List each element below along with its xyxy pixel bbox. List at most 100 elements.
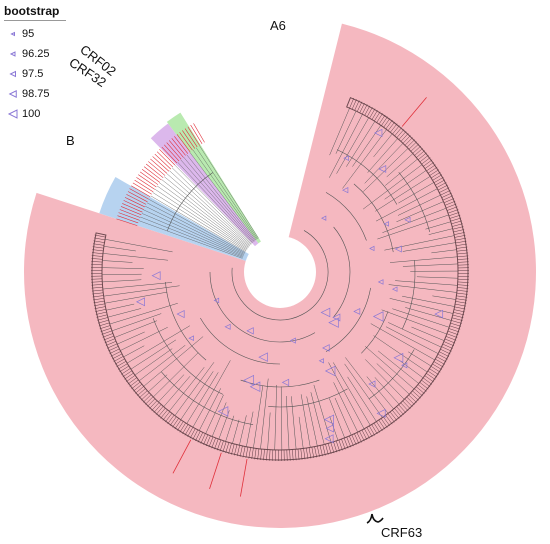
tip-label [142, 394, 152, 403]
tip-label [387, 121, 395, 131]
tip-label [457, 261, 469, 263]
bootstrap-marker [404, 216, 411, 223]
tip-label [106, 343, 118, 349]
branch [148, 199, 246, 253]
branch [239, 415, 247, 446]
bootstrap-marker [372, 311, 384, 322]
tip-label [392, 409, 400, 419]
branch [398, 182, 434, 204]
tip-label [251, 447, 254, 459]
branch [333, 226, 351, 318]
branch [141, 213, 244, 257]
tip-label-highlight [166, 142, 182, 160]
tip-label-highlight [176, 134, 191, 153]
tip-label [417, 152, 427, 160]
tip-label [341, 438, 346, 450]
branch [180, 371, 214, 420]
branch [225, 415, 235, 442]
bootstrap-marker [258, 352, 268, 362]
tip-label [165, 413, 173, 423]
tip-label [135, 386, 144, 394]
branch [385, 158, 418, 186]
tip-label [453, 312, 465, 316]
bootstrap-marker [393, 352, 404, 363]
tip-label [92, 246, 104, 249]
tip-label [455, 298, 467, 301]
tip-label [398, 404, 407, 414]
branch [171, 167, 252, 245]
legend-item: 96.25 [4, 44, 66, 64]
tip-label-highlight [127, 191, 148, 203]
tip-label [369, 425, 376, 436]
branch [291, 396, 297, 450]
tip-label-highlight [401, 97, 427, 127]
tip-label [113, 356, 124, 362]
tip-label [91, 289, 103, 292]
tip-label [145, 396, 154, 405]
branch [189, 152, 257, 241]
tip-label [404, 398, 413, 407]
tip-label [453, 229, 465, 233]
tip-label [446, 206, 458, 211]
tip-label [404, 137, 413, 146]
tip-label-highlight [150, 158, 168, 174]
branch [199, 145, 259, 239]
tip-label [444, 338, 456, 344]
tip-label [338, 439, 343, 451]
tip-label [231, 443, 235, 455]
tip-label [419, 382, 429, 390]
branch [192, 360, 231, 428]
tip-label [392, 125, 400, 135]
tip-label [432, 174, 443, 181]
tip-label-highlight [174, 136, 189, 154]
tip-label [376, 421, 383, 432]
tip-label-highlight [143, 166, 162, 181]
branch [325, 287, 371, 352]
tip-label [294, 449, 297, 461]
tip-label [245, 447, 249, 458]
branch [104, 291, 168, 304]
branch [195, 147, 258, 239]
branch [146, 202, 245, 254]
branch [432, 295, 456, 300]
tip-label [457, 252, 469, 255]
tip-label [443, 198, 455, 203]
branch [396, 201, 444, 223]
bootstrap-markers [136, 128, 444, 444]
bootstrap-marker [213, 297, 220, 304]
tip-label [450, 322, 462, 327]
tip-label [216, 439, 222, 451]
tip-label [254, 448, 257, 460]
tip-label [297, 449, 300, 461]
tip-label [369, 108, 376, 119]
tip-label [94, 306, 106, 309]
tip-label [153, 404, 162, 413]
branch [362, 164, 423, 210]
tip-label [378, 114, 386, 125]
tip-label [419, 154, 429, 163]
bootstrap-marker [243, 374, 255, 386]
tip-label [376, 113, 383, 123]
tip-label [443, 341, 455, 347]
tip-label-highlight [184, 128, 198, 148]
crf63-bracket [366, 513, 384, 524]
bootstrap-marker [353, 307, 361, 315]
branch [106, 303, 135, 311]
branch [192, 149, 257, 240]
branch [335, 110, 357, 154]
tip-label [147, 398, 156, 407]
tip-label [140, 392, 150, 401]
tip-label [91, 261, 103, 263]
tip-label-highlight [159, 149, 176, 166]
branch [408, 351, 432, 367]
tip-label [92, 292, 104, 295]
tip-label [117, 363, 128, 370]
bootstrap-marker [324, 434, 334, 444]
branch [123, 345, 145, 358]
tip-label [289, 449, 291, 461]
legend-item-label: 100 [22, 108, 41, 120]
tip-label [455, 237, 466, 241]
branch [333, 382, 358, 433]
tip-label [410, 392, 419, 401]
tip-label [335, 440, 340, 452]
